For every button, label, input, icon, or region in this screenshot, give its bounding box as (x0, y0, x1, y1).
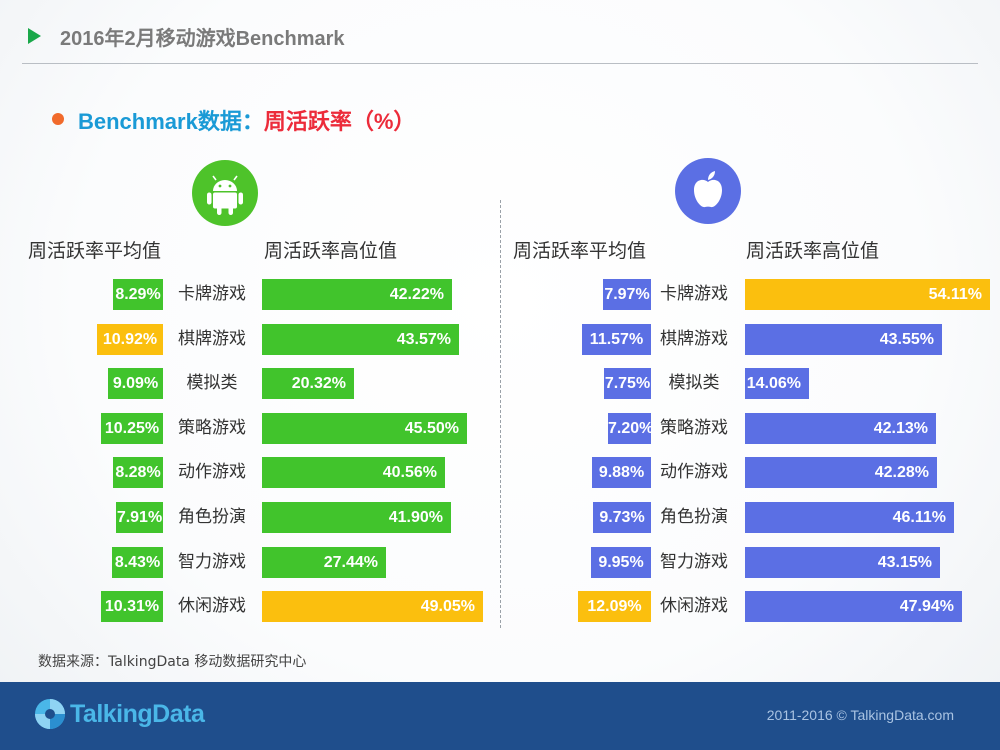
talkingdata-logo-icon (35, 699, 65, 729)
ios-avg-bar: 7.75% (604, 368, 651, 399)
ios-category-label: 智力游戏 (660, 552, 728, 572)
android-category-label: 模拟类 (186, 373, 238, 393)
android-avg-bar: 8.28% (113, 457, 163, 488)
android-avg-header: 周活跃率平均值 (28, 240, 162, 262)
section-title-metric: 周活跃率（%） (263, 109, 416, 134)
android-icon (192, 160, 258, 226)
android-high-bar: 20.32% (262, 368, 354, 399)
ios-avg-header: 周活跃率平均值 (513, 240, 647, 262)
android-avg-bar: 10.92% (97, 324, 163, 355)
ios-category-label: 角色扮演 (660, 507, 728, 527)
android-category-label: 休闲游戏 (178, 596, 246, 616)
android-avg-bar: 10.31% (101, 591, 163, 622)
footer-bar (0, 682, 1000, 750)
android-category-label: 智力游戏 (178, 552, 246, 572)
ios-high-bar: 42.13% (745, 413, 936, 444)
android-category-label: 策略游戏 (178, 418, 246, 438)
header-divider (22, 63, 978, 64)
ios-high-bar: 43.55% (745, 324, 942, 355)
bullet-dot-icon (52, 113, 64, 125)
android-category-label: 角色扮演 (178, 507, 246, 527)
android-high-bar: 40.56% (262, 457, 445, 488)
android-high-bar: 49.05% (262, 591, 483, 622)
android-high-bar: 45.50% (262, 413, 467, 444)
ios-high-bar: 43.15% (745, 547, 940, 578)
ios-avg-bar: 7.20% (608, 413, 653, 444)
ios-avg-bar: 9.88% (592, 457, 651, 488)
ios-avg-bar: 9.73% (593, 502, 651, 533)
android-high-bar: 43.57% (262, 324, 459, 355)
android-category-label: 卡牌游戏 (178, 284, 246, 304)
android-avg-bar: 7.91% (116, 502, 163, 533)
page-title: 2016年2月移动游戏Benchmark (60, 28, 345, 50)
android-high-header: 周活跃率高位值 (264, 240, 398, 262)
ios-category-label: 卡牌游戏 (660, 284, 728, 304)
ios-high-bar: 46.11% (745, 502, 954, 533)
section-title-prefix: Benchmark数据： (78, 109, 264, 134)
android-high-bar: 42.22% (262, 279, 452, 310)
talkingdata-logo: TalkingData (34, 696, 205, 732)
ios-avg-bar: 9.95% (591, 547, 651, 578)
ios-avg-bar: 12.09% (578, 591, 651, 622)
ios-category-label: 休闲游戏 (660, 596, 728, 616)
ios-high-bar: 54.11% (745, 279, 990, 310)
android-high-bar: 41.90% (262, 502, 451, 533)
apple-icon (675, 158, 741, 224)
ios-high-bar: 47.94% (745, 591, 962, 622)
platform-divider (500, 200, 501, 628)
ios-category-label: 策略游戏 (660, 418, 728, 438)
android-avg-bar: 10.25% (101, 413, 163, 444)
android-avg-bar: 9.09% (108, 368, 163, 399)
android-avg-bar: 8.29% (113, 279, 163, 310)
android-avg-bar: 8.43% (112, 547, 163, 578)
ios-high-bar: 14.06% (745, 368, 809, 399)
ios-high-bar: 42.28% (745, 457, 937, 488)
ios-high-header: 周活跃率高位值 (746, 240, 880, 262)
android-category-label: 棋牌游戏 (178, 329, 246, 349)
logo-text: TalkingData (70, 699, 205, 728)
copyright-text: 2011-2016 © TalkingData.com (766, 707, 954, 723)
ios-category-label: 模拟类 (668, 373, 720, 393)
android-high-bar: 27.44% (262, 547, 386, 578)
section-title: Benchmark数据：周活跃率（%） (78, 104, 415, 136)
ios-avg-bar: 7.97% (603, 279, 651, 310)
play-triangle-icon (28, 28, 41, 44)
android-category-label: 动作游戏 (178, 462, 246, 482)
ios-avg-bar: 11.57% (582, 324, 651, 355)
ios-category-label: 动作游戏 (660, 462, 728, 482)
data-source-note: 数据来源：TalkingData 移动数据研究中心 (38, 654, 307, 670)
ios-category-label: 棋牌游戏 (660, 329, 728, 349)
